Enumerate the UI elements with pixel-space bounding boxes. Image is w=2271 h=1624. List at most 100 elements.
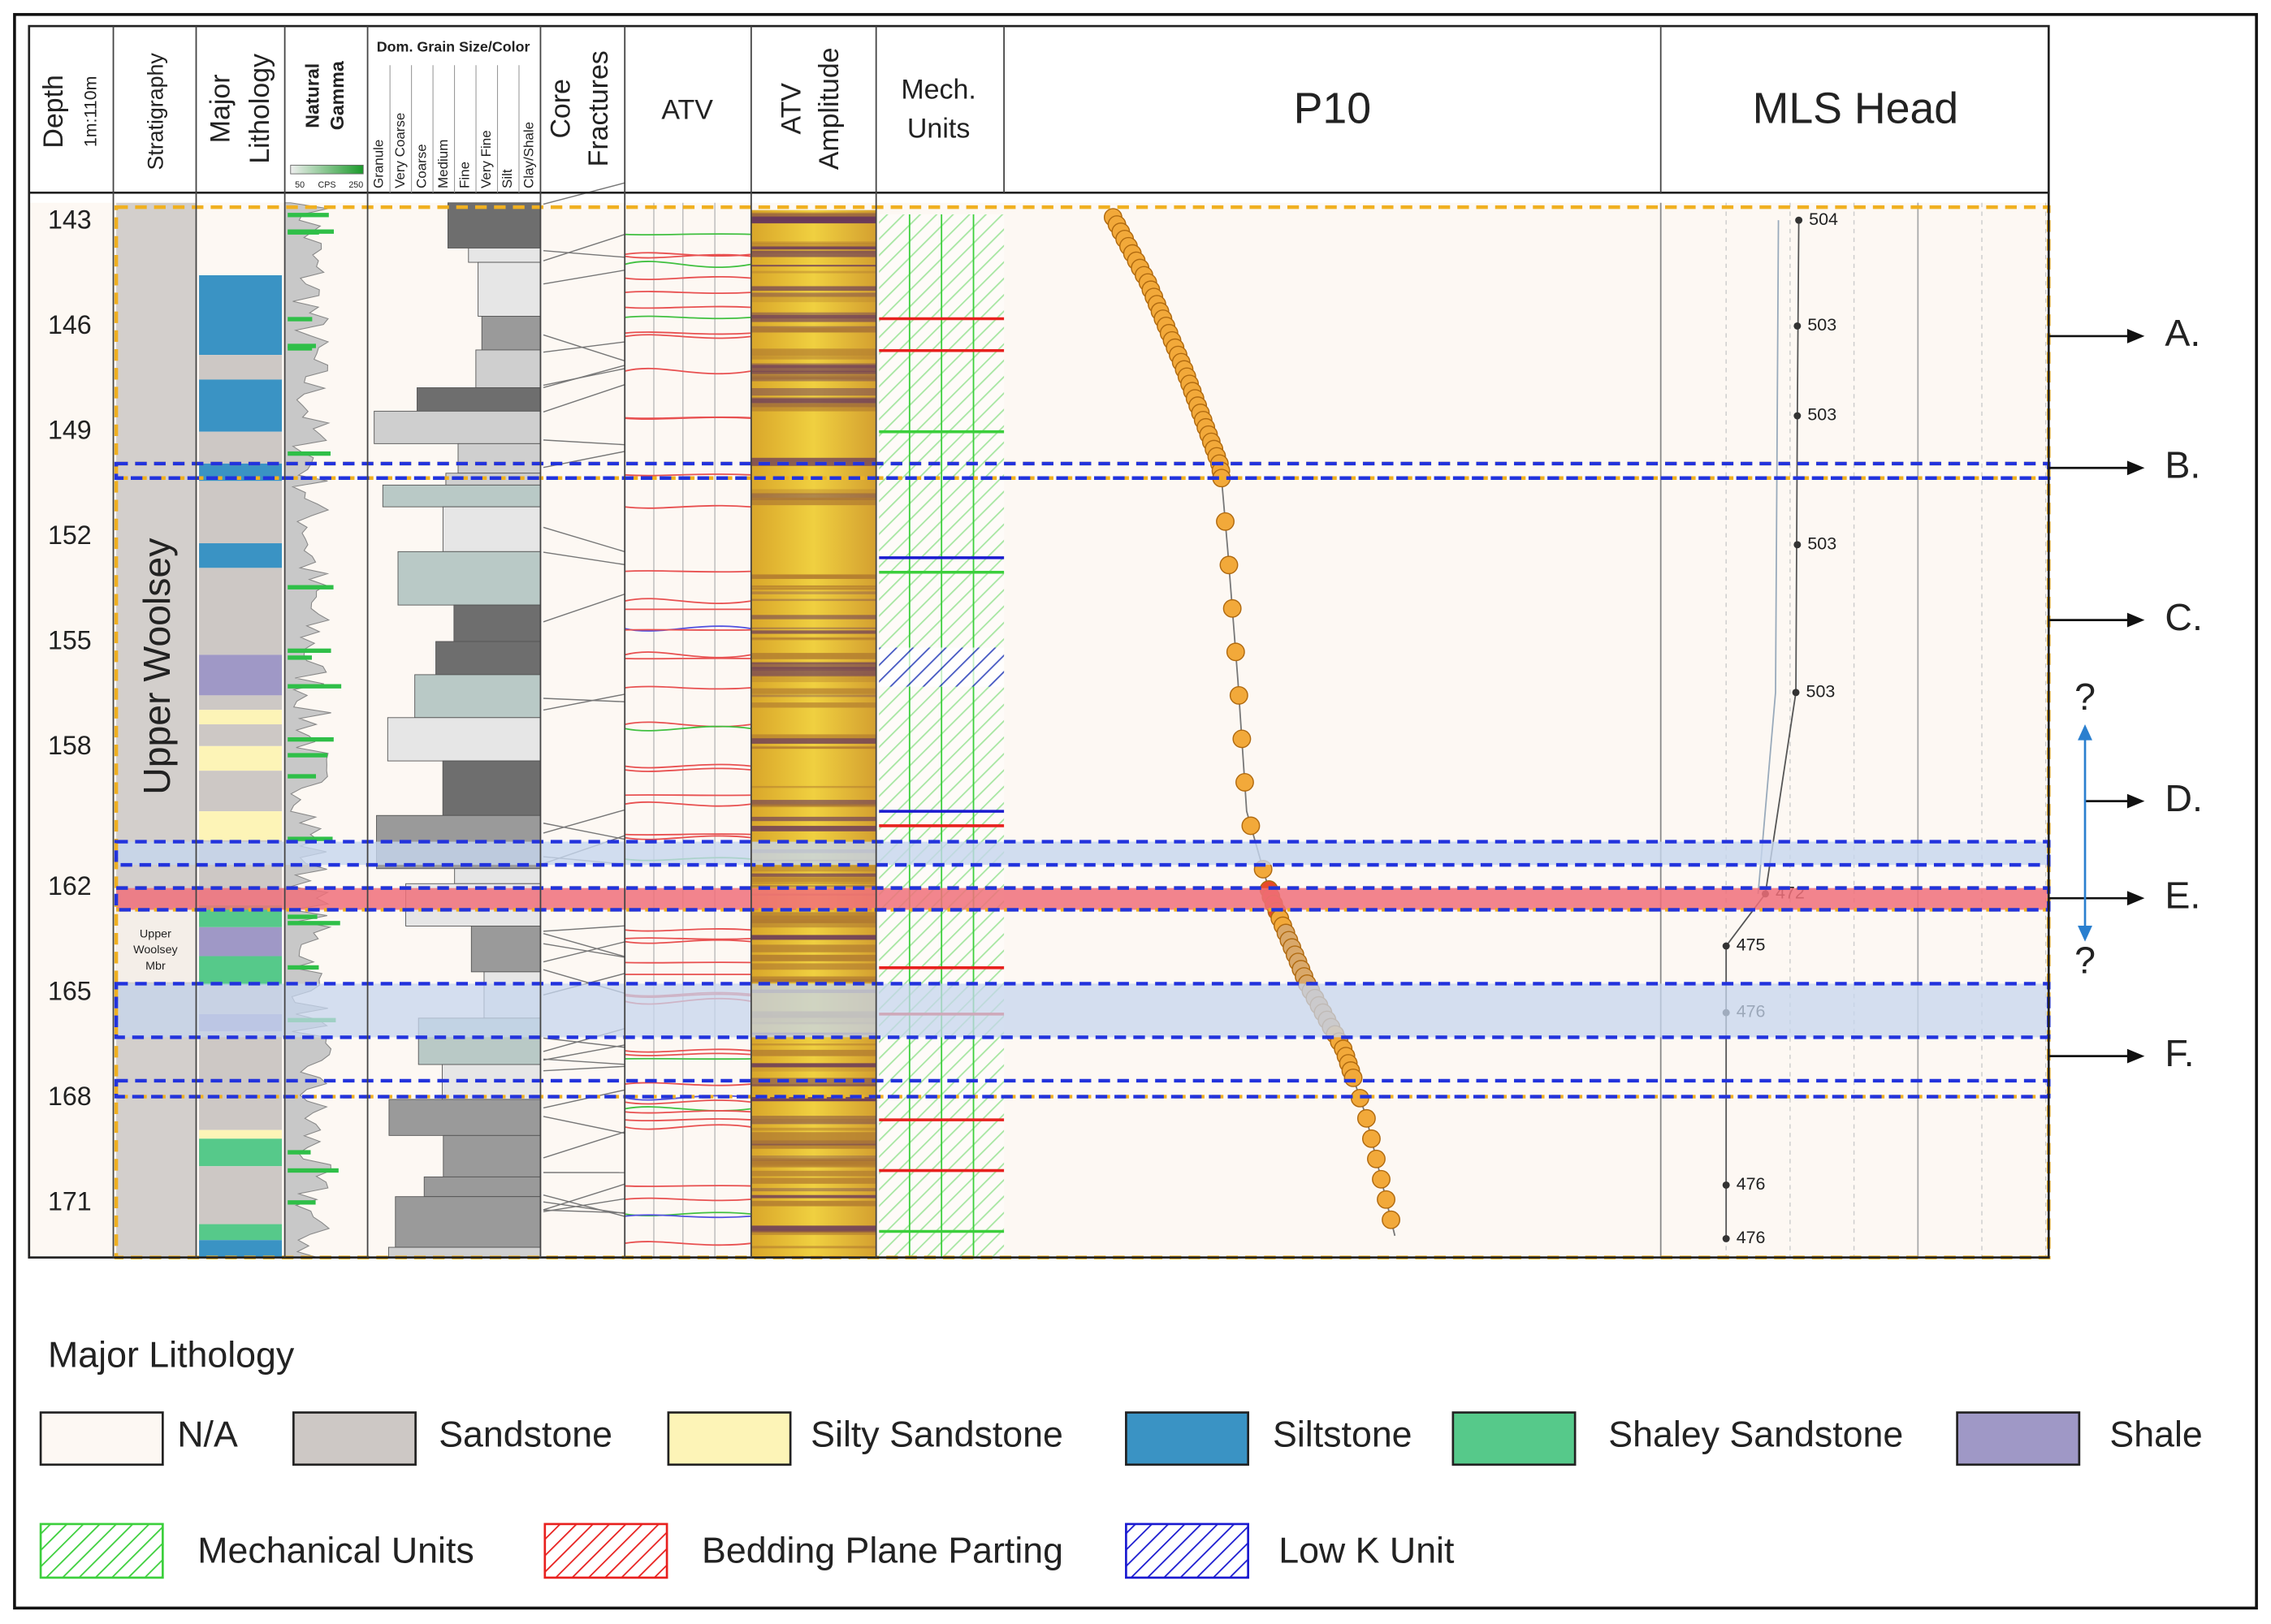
p10-point xyxy=(1216,512,1235,531)
atv-amplitude-stripe xyxy=(751,694,876,698)
lithology-band xyxy=(199,202,283,275)
atv-trace xyxy=(625,1052,751,1056)
column-header: Dom. Grain Size/Color xyxy=(377,39,530,55)
header-box xyxy=(28,24,2050,1259)
gamma-spike xyxy=(288,753,328,758)
atv-amplitude-stripe xyxy=(751,1159,876,1166)
atv-amplitude-stripe xyxy=(751,387,876,396)
atv-trace xyxy=(625,961,751,964)
core-fracture xyxy=(543,233,625,261)
mls-head-label: 503 xyxy=(1807,534,1836,554)
atv-trace xyxy=(625,473,751,477)
lithology-band xyxy=(199,1138,283,1167)
p10-point xyxy=(1226,642,1245,662)
lithology-band xyxy=(199,1240,283,1258)
column-header: ATV xyxy=(661,94,713,125)
atv-amplitude-stripe xyxy=(751,294,876,303)
core-fracture xyxy=(543,1037,625,1048)
gamma-spike xyxy=(288,655,312,660)
atv-amplitude-stripe xyxy=(751,1063,876,1072)
atv-amplitude-stripe xyxy=(751,1143,876,1149)
atv-amplitude-stripe xyxy=(751,1140,876,1144)
gamma-spike xyxy=(288,1168,339,1173)
p10-point xyxy=(1219,555,1239,575)
atv-trace xyxy=(625,835,751,840)
depth-label: 149 xyxy=(48,416,92,445)
atv-amplitude-stripe xyxy=(751,242,876,245)
atv-amplitude-stripe xyxy=(751,1177,876,1184)
atv-trace xyxy=(625,1214,751,1219)
atv-amplitude-stripe xyxy=(751,371,876,374)
depth-label: 171 xyxy=(48,1186,92,1216)
lithology-band xyxy=(199,1166,283,1224)
p10-point xyxy=(1241,816,1261,836)
core-fracture xyxy=(543,823,625,840)
column-header: Stratigraphy xyxy=(143,53,167,171)
lithology-band xyxy=(199,1224,283,1241)
legend-hatch xyxy=(543,1522,668,1579)
core-fracture xyxy=(543,1198,625,1212)
column-header: Amplitude xyxy=(814,47,845,170)
zone-label: B. xyxy=(2165,444,2200,486)
lithology-band xyxy=(199,695,283,710)
grain-size-step xyxy=(442,760,541,816)
mls-point xyxy=(1722,1181,1730,1189)
atv-amplitude-stripe xyxy=(751,674,876,677)
log-plot: 5045035035035034724754764764761431461491… xyxy=(28,182,2051,1259)
core-fracture xyxy=(543,1131,625,1159)
column-header: 1m:110m xyxy=(80,76,100,148)
atv-trace xyxy=(625,1241,751,1246)
column-header: Natural xyxy=(302,63,323,128)
legend: Major Lithology N/A Sandstone Silty Sandsto… xyxy=(39,1336,2203,1579)
p10-point xyxy=(1367,1149,1386,1168)
zone-arrowhead xyxy=(2126,328,2145,343)
grain-size-step xyxy=(481,316,541,351)
core-fracture xyxy=(543,693,625,711)
atv-amplitude-stripe xyxy=(751,1127,876,1131)
legend-swatch xyxy=(667,1411,792,1466)
gamma-scale-label: 250 xyxy=(348,180,363,190)
p10-point xyxy=(1229,685,1248,705)
atv-amplitude-stripe xyxy=(751,312,876,319)
grain-size-step xyxy=(423,1176,541,1198)
lithology-band xyxy=(199,926,283,957)
atv-trace xyxy=(624,367,751,375)
depth-label: 146 xyxy=(48,310,92,339)
lithology-band xyxy=(199,771,283,812)
atv-amplitude-stripe xyxy=(751,627,876,629)
atv-amplitude-stripe xyxy=(751,746,876,749)
gamma-spike xyxy=(288,346,313,351)
lithology-band xyxy=(199,724,283,746)
atv-trace xyxy=(625,233,751,236)
legend-label: Low K Unit xyxy=(1278,1531,1455,1570)
atv-amplitude-stripe xyxy=(751,1063,876,1068)
legend-label: N/A xyxy=(177,1415,238,1455)
atv-amplitude-stripe xyxy=(751,637,876,641)
grain-size-step xyxy=(453,604,541,642)
core-fracture xyxy=(543,698,625,702)
atv-trace xyxy=(625,725,751,732)
atv-trace xyxy=(625,794,751,797)
core-fracture xyxy=(543,593,625,623)
grain-size-step xyxy=(417,387,541,412)
column-header: Fractures xyxy=(583,50,614,166)
stratigraphy-label: Upper Woolsey xyxy=(136,538,178,795)
uncertain-arrowhead xyxy=(2078,724,2092,741)
atv-amplitude-stripe xyxy=(751,1049,876,1056)
p10-point xyxy=(1356,1108,1376,1128)
atv-trace xyxy=(625,1118,751,1122)
depth-label: 143 xyxy=(48,205,92,234)
mls-point xyxy=(1793,322,1802,330)
atv-amplitude-stripe xyxy=(751,637,876,640)
core-fracture xyxy=(543,1044,625,1061)
mls-trace-2 xyxy=(1757,220,1780,894)
gamma-spike xyxy=(288,451,331,456)
atv-trace xyxy=(625,1124,751,1130)
uncertain-arrowhead xyxy=(2078,926,2092,942)
atv-amplitude-stripe xyxy=(751,954,876,961)
column-header: Major xyxy=(205,74,236,143)
core-fracture xyxy=(543,1089,625,1109)
core-fracture xyxy=(543,925,625,932)
column-header: Gamma xyxy=(327,60,348,130)
grain-size-step xyxy=(447,202,541,248)
